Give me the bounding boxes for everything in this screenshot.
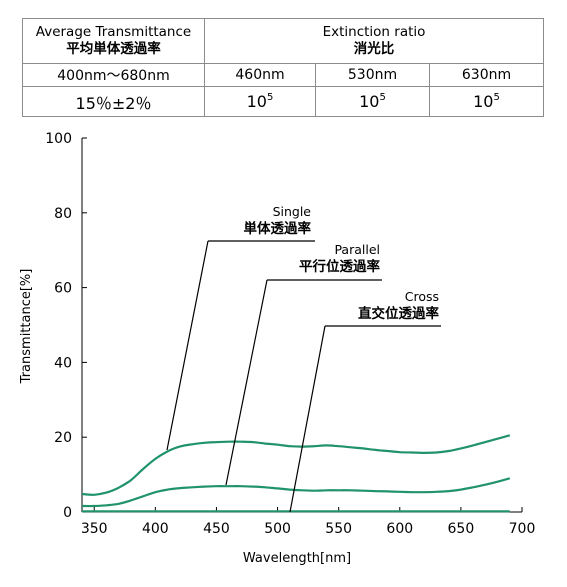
x-axis-label: Wavelength[nm]	[243, 551, 351, 566]
ratio-exponent: 5	[266, 92, 274, 103]
avg-transmittance-en: Average Transmittance	[35, 24, 192, 40]
ratio-base: 10	[473, 92, 494, 111]
x-tick-label: 650	[448, 521, 475, 537]
x-tick-label: 450	[203, 521, 230, 537]
axes: 0 20 40 60 80 100 350 400 450 500 550 600 650 700	[45, 131, 535, 537]
extinction-value-460: 105	[204, 86, 316, 117]
x-tick-label: 600	[386, 521, 413, 537]
ratio-exponent: 5	[379, 92, 386, 103]
band-row: 400nm～680nm 460nm 530nm 630nm	[22, 63, 544, 87]
extinction-value-630: 105	[429, 86, 544, 117]
series-lines	[81, 434, 511, 513]
y-tick-label: 20	[54, 430, 72, 446]
extinction-ratio-jp: 消光比	[353, 41, 395, 57]
annotation-cross-jp: 直交位透過率	[358, 305, 439, 322]
avg-transmittance-jp: 平均単体透過率	[66, 41, 161, 57]
x-tick-label: 700	[509, 521, 536, 537]
series-line-single	[81, 434, 511, 496]
x-tick-label: 400	[142, 521, 169, 537]
y-tick-label: 0	[63, 505, 72, 521]
value-row: 15％±2％ 105 105 105	[22, 86, 544, 117]
band-cell: 460nm	[204, 63, 316, 87]
y-tick-label: 100	[45, 131, 72, 147]
series-line-parallel	[81, 477, 511, 508]
x-tick-label: 350	[81, 521, 108, 537]
extinction-value-530: 105	[315, 86, 430, 117]
annotation-parallel-en: Parallel	[334, 242, 380, 257]
spec-table: Average Transmittance 平均単体透過率 Extinction…	[22, 18, 544, 117]
avg-transmittance-header: Average Transmittance 平均単体透過率	[22, 18, 205, 64]
y-tick-label: 40	[54, 355, 72, 371]
extinction-ratio-en: Extinction ratio	[322, 24, 426, 40]
x-tick-label: 550	[325, 521, 352, 537]
x-tick-label: 500	[264, 521, 291, 537]
ratio-base: 10	[359, 92, 380, 111]
annotation-single-jp: 単体透過率	[244, 220, 312, 237]
transmittance-value: 15％±2％	[22, 86, 205, 117]
y-tick-label: 80	[54, 206, 72, 222]
ratio-base: 10	[246, 92, 267, 111]
extinction-ratio-header: Extinction ratio 消光比	[204, 18, 544, 64]
annotation-cross-leader	[289, 325, 326, 513]
band-cell: 530nm	[315, 63, 430, 87]
y-axis-label: Transmittance[%]	[19, 269, 34, 385]
annotation-single-leader	[166, 240, 209, 451]
annotation-parallel-leader	[225, 279, 268, 486]
annotation-single-en: Single	[273, 204, 312, 219]
header-row: Average Transmittance 平均単体透過率 Extinction…	[22, 18, 544, 64]
band-cell: 630nm	[429, 63, 544, 87]
ratio-exponent: 5	[493, 92, 500, 103]
annotation-cross-en: Cross	[405, 289, 439, 304]
annotation-parallel-jp: 平行位透過率	[299, 258, 380, 275]
y-tick-label: 60	[54, 281, 72, 297]
